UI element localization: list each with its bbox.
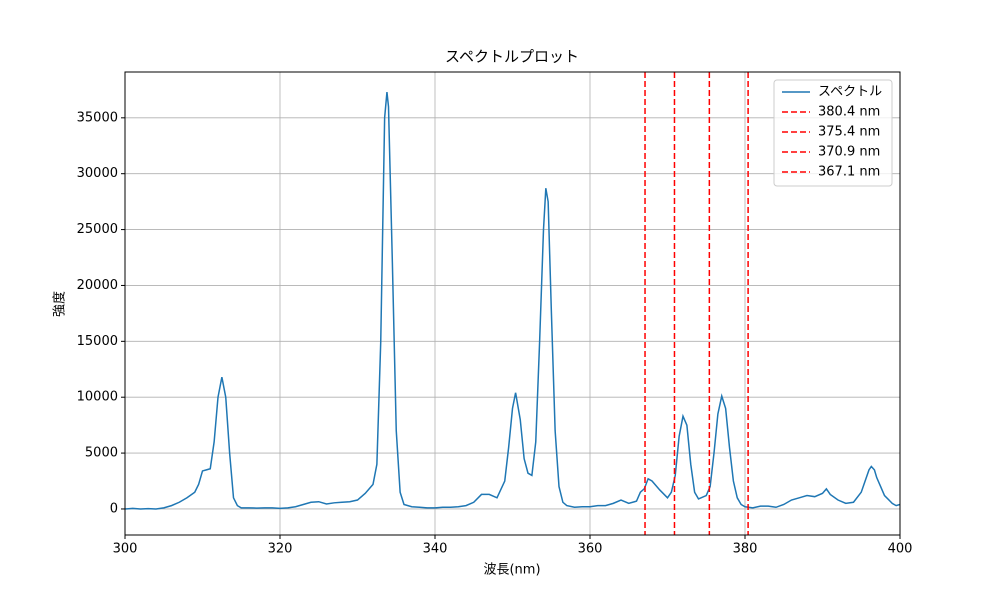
- x-tick-label: 340: [423, 542, 448, 557]
- chart-title: スペクトルプロット: [445, 48, 579, 66]
- y-tick-label: 30000: [77, 166, 118, 181]
- x-axis-label: 波長(nm): [483, 563, 540, 578]
- legend-label: 367.1 nm: [818, 165, 880, 180]
- x-tick-label: 300: [113, 542, 138, 557]
- y-axis-label: 強度: [52, 291, 68, 317]
- legend-box: [773, 79, 893, 187]
- y-tick-label: 0: [110, 501, 118, 516]
- legend-label: スペクトル: [818, 85, 882, 100]
- spectrum-line: [125, 92, 900, 510]
- y-tick-label: 20000: [77, 278, 118, 293]
- y-tick-label: 15000: [77, 334, 118, 349]
- x-tick-label: 400: [888, 542, 913, 557]
- legend-label: 375.4 nm: [818, 125, 880, 140]
- y-tick-label: 35000: [77, 110, 118, 125]
- x-tick-label: 360: [578, 542, 603, 557]
- plot-frame: [124, 71, 901, 536]
- x-tick-label: 380: [733, 542, 758, 557]
- legend-label: 370.9 nm: [818, 145, 880, 160]
- y-tick-label: 10000: [77, 390, 118, 405]
- x-tick-label: 320: [268, 542, 293, 557]
- y-tick-label: 25000: [77, 222, 118, 237]
- legend-label: 380.4 nm: [818, 105, 880, 120]
- y-tick-label: 5000: [85, 446, 118, 461]
